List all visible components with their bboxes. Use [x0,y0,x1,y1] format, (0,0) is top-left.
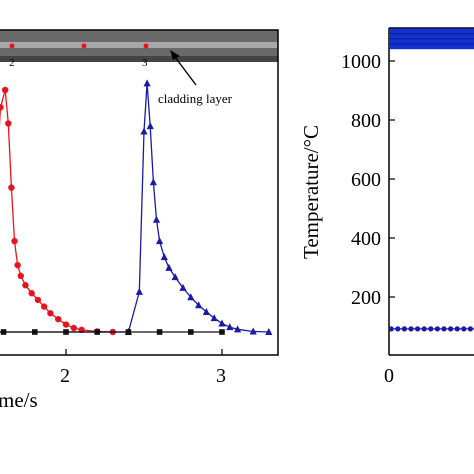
data-point-blue-12 [179,283,187,291]
data-point-right-2 [401,326,407,332]
data-point-blue-14 [195,301,203,309]
data-point-blue-6 [149,178,157,186]
data-point-red-8 [11,237,18,245]
point-label-2: 2 [9,57,15,69]
cladding-strip-highlight [0,42,278,48]
data-point-red-16 [55,315,62,323]
data-point-red-5 [1,86,9,94]
data-point-blue-2 [135,287,143,295]
data-point-red-17 [62,321,70,328]
data-point-right-3 [408,326,414,332]
data-point-blue-8 [156,237,164,245]
data-point-red-6 [5,120,12,127]
data-point-right-5 [421,326,427,332]
data-point-red-15 [47,310,54,317]
data-point-blue-11 [171,273,179,281]
y-tick-label-400: 400 [351,228,381,250]
data-point-right-6 [428,326,434,332]
data-point-blue-18 [226,323,234,331]
data-point-right-4 [415,326,421,332]
point-label-3: 3 [142,57,148,69]
data-point-right-12 [467,326,473,332]
data-point-blue-10 [165,263,173,271]
annotation-arrow-head [170,50,180,60]
data-point-black-3 [0,329,7,335]
x-tick-label-2: 2 [60,365,70,387]
right-plot-area [388,28,474,332]
data-point-blue-21 [265,328,273,335]
data-point-blue-4 [143,79,151,87]
annotation-cladding-layer: cladding layer [158,91,233,106]
measure-point-2 [81,43,87,49]
data-point-right-10 [454,326,460,332]
data-point-right-0 [388,326,394,332]
data-point-right-8 [441,326,447,332]
measure-point-1 [9,43,15,49]
data-point-red-13 [34,296,42,304]
data-point-blue-15 [202,307,210,315]
left-plot-area [0,79,273,336]
data-point-black-7 [125,329,132,335]
data-point-right-9 [448,326,454,332]
cladding-strip-dark-edge [0,56,278,62]
x-tick-label-3: 3 [216,365,226,387]
data-point-red-4 [0,104,4,111]
data-point-right-1 [395,326,401,332]
right-panel: 200 400 600 800 1000 0 Temperature/°C [299,27,474,387]
data-point-blue-7 [152,215,161,223]
data-point-blue-3 [140,127,148,135]
data-point-blue-9 [160,253,168,261]
data-point-blue-5 [146,122,154,130]
data-point-black-5 [63,329,69,335]
measure-point-3 [143,43,149,49]
data-point-black-8 [156,329,163,335]
x-axis-label: me/s [0,388,38,412]
y-tick-label-600: 600 [351,169,381,191]
data-point-black-4 [32,329,38,335]
series-line-red [0,89,113,333]
left-panel: 2 3 cladding layer 2 3 me/s [0,29,279,412]
data-point-blue-13 [187,293,195,301]
data-point-red-7 [8,184,15,191]
y-axis-label: Temperature/°C [299,125,323,259]
data-point-blue-16 [210,314,218,322]
data-point-red-10 [17,272,24,280]
data-point-red-9 [14,261,21,269]
x-tick-label-0: 0 [384,365,394,387]
data-point-black-6 [94,329,100,335]
data-point-blue-20 [249,327,257,335]
data-point-blue-17 [218,319,226,327]
y-tick-label-800: 800 [351,110,381,132]
data-point-blue-19 [234,325,242,333]
data-point-red-12 [28,290,35,297]
y-tick-label-200: 200 [351,287,381,309]
data-point-right-11 [461,326,467,332]
data-point-red-11 [22,282,29,289]
left-plot-frame [0,29,279,356]
data-point-black-10 [219,329,225,335]
data-point-red-14 [40,303,48,310]
series-line-blue [0,83,269,333]
data-point-right-7 [434,326,440,332]
data-point-red-18 [70,324,78,332]
annotation-arrow-line [171,52,197,86]
data-point-black-9 [188,329,194,335]
y-tick-label-1000: 1000 [341,51,381,73]
